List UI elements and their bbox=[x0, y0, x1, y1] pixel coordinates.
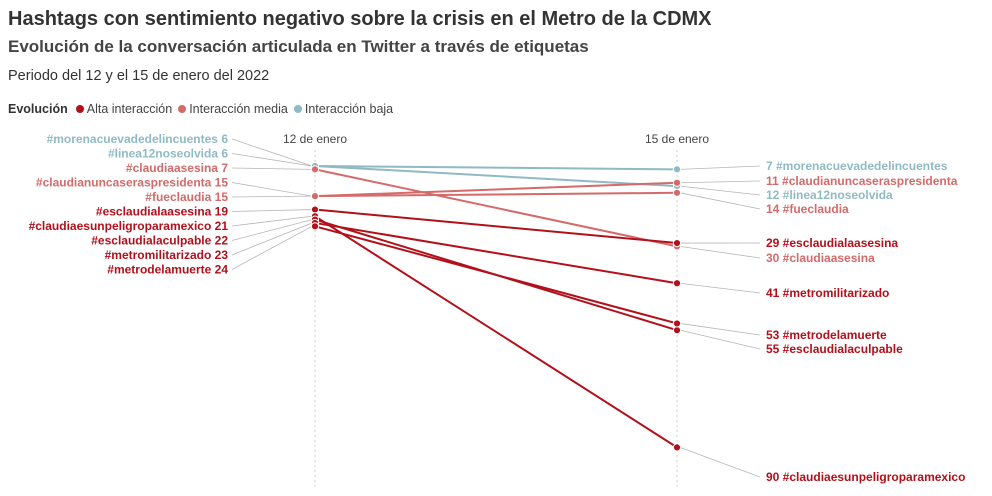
legend-label-baja: Interacción baja bbox=[304, 102, 394, 116]
label-left-claudiaasesina: #claudiaasesina 7 bbox=[126, 161, 228, 175]
point-right-fueclaudia bbox=[672, 188, 682, 197]
connector-left-metromilitarizado bbox=[231, 222, 313, 256]
label-right-metromilitarizado: 41 #metromilitarizado bbox=[766, 286, 889, 300]
label-right-esclaudialaasesina: 29 #esclaudialaasesina bbox=[766, 236, 898, 250]
chart-period: Periodo del 12 y el 15 de enero del 2022 bbox=[8, 68, 270, 84]
point-right-metromilitarizado bbox=[672, 279, 682, 288]
legend: Evolución Alta interacción Interacción m… bbox=[8, 102, 399, 116]
label-right-claudianuncaseraspresidenta: 11 #claudianuncaseraspresidenta bbox=[766, 174, 958, 188]
column-label-left: 12 de enero bbox=[283, 132, 347, 146]
legend-item-baja[interactable]: Interacción baja bbox=[293, 102, 394, 116]
connector-left-fueclaudia bbox=[231, 195, 313, 198]
label-left-esclaudialaasesina: #esclaudialaasesina 19 bbox=[96, 205, 228, 219]
connector-left-linea12noseolvida bbox=[231, 153, 313, 167]
legend-swatch-baja bbox=[293, 105, 302, 113]
point-left-claudiaasesina bbox=[310, 165, 320, 174]
label-left-metromilitarizado: #metromilitarizado 23 bbox=[105, 248, 229, 262]
label-right-claudiaesunpeligroparamexico: 90 #claudiaesunpeligroparamexico bbox=[766, 470, 965, 484]
legend-label-alta: Alta interacción bbox=[86, 102, 173, 116]
point-left-metrodelamuerte bbox=[310, 222, 320, 231]
label-left-linea12noseolvida: #linea12noseolvida 6 bbox=[108, 147, 228, 161]
connector-left-metrodelamuerte bbox=[231, 225, 313, 270]
label-right-metrodelamuerte: 53 #metrodelamuerte bbox=[766, 328, 887, 342]
legend-swatch-media bbox=[178, 105, 187, 113]
label-right-fueclaudia: 14 #fueclaudia bbox=[766, 202, 849, 216]
connector-right-claudiaesunpeligroparamexico bbox=[679, 447, 761, 478]
label-left-claudiaesunpeligroparamexico: #claudiaesunpeligroparamexico 21 bbox=[29, 219, 229, 233]
legend-label-media: Interacción media bbox=[189, 102, 288, 116]
slope-line-morenacuevadedelincuentes bbox=[314, 165, 678, 171]
connector-left-claudiaasesina bbox=[231, 167, 313, 170]
label-right-morenacuevadedelincuentes: 7 #morenacuevadedelincuentes bbox=[766, 159, 948, 173]
label-left-fueclaudia: #fueclaudia 15 bbox=[145, 190, 228, 204]
connector-left-claudiaesunpeligroparamexico bbox=[231, 215, 313, 227]
slope-line-metromilitarizado bbox=[314, 221, 678, 285]
slope-line-claudianuncaseraspresidenta bbox=[314, 181, 678, 198]
connector-left-esclaudialaculpable bbox=[231, 219, 313, 241]
connector-right-claudianuncaseraspresidenta bbox=[679, 180, 761, 184]
connector-left-claudianuncaseraspresidenta bbox=[231, 182, 313, 197]
label-left-esclaudialaculpable: #esclaudialaculpable 22 bbox=[91, 234, 228, 248]
legend-item-media[interactable]: Interacción media bbox=[178, 102, 288, 116]
legend-title: Evolución bbox=[8, 102, 68, 116]
label-right-linea12noseolvida: 12 #linea12noseolvida bbox=[766, 188, 893, 202]
chart-subtitle: Evolución de la conversación articulada … bbox=[8, 37, 589, 56]
slope-line-fueclaudia bbox=[314, 191, 678, 198]
label-left-metrodelamuerte: #metrodelamuerte 24 bbox=[107, 263, 228, 277]
connector-right-metromilitarizado bbox=[679, 282, 761, 294]
point-left-fueclaudia bbox=[310, 192, 320, 201]
connector-right-metrodelamuerte bbox=[679, 323, 761, 336]
connector-right-morenacuevadedelincuentes bbox=[679, 165, 761, 170]
connector-right-esclaudialaculpable bbox=[679, 329, 761, 350]
slope-line-metrodelamuerte bbox=[314, 225, 678, 325]
label-right-esclaudialaculpable: 55 #esclaudialaculpable bbox=[766, 342, 903, 356]
point-right-morenacuevadedelincuentes bbox=[672, 165, 682, 174]
column-label-right: 15 de enero bbox=[645, 132, 709, 146]
label-left-morenacuevadedelincuentes: #morenacuevadedelincuentes 6 bbox=[47, 132, 229, 146]
point-right-esclaudialaculpable bbox=[672, 326, 682, 335]
slope-line-claudiaesunpeligroparamexico bbox=[314, 215, 678, 449]
connector-right-linea12noseolvida bbox=[679, 185, 761, 196]
label-left-claudianuncaseraspresidenta: #claudianuncaseraspresidenta 15 bbox=[36, 176, 228, 190]
connector-left-morenacuevadedelincuentes bbox=[231, 138, 313, 167]
point-right-claudianuncaseraspresidenta bbox=[672, 178, 682, 187]
label-right-claudiaasesina: 30 #claudiaasesina bbox=[766, 251, 875, 265]
point-right-metrodelamuerte bbox=[672, 319, 682, 328]
chart-title: Hashtags con sentimiento negativo sobre … bbox=[8, 8, 712, 30]
slope-line-esclaudialaasesina bbox=[314, 208, 678, 245]
point-right-claudiaesunpeligroparamexico bbox=[672, 443, 682, 452]
slope-line-claudiaasesina bbox=[314, 168, 678, 248]
point-right-esclaudialaasesina bbox=[672, 238, 682, 248]
point-left-esclaudialaasesina bbox=[310, 205, 320, 214]
legend-item-alta[interactable]: Alta interacción bbox=[75, 102, 173, 116]
legend-swatch-alta bbox=[75, 105, 84, 113]
connector-right-claudiaasesina bbox=[679, 246, 761, 259]
slope-line-linea12noseolvida bbox=[314, 165, 678, 188]
connector-left-esclaudialaasesina bbox=[231, 209, 313, 212]
connector-right-fueclaudia bbox=[679, 192, 761, 210]
